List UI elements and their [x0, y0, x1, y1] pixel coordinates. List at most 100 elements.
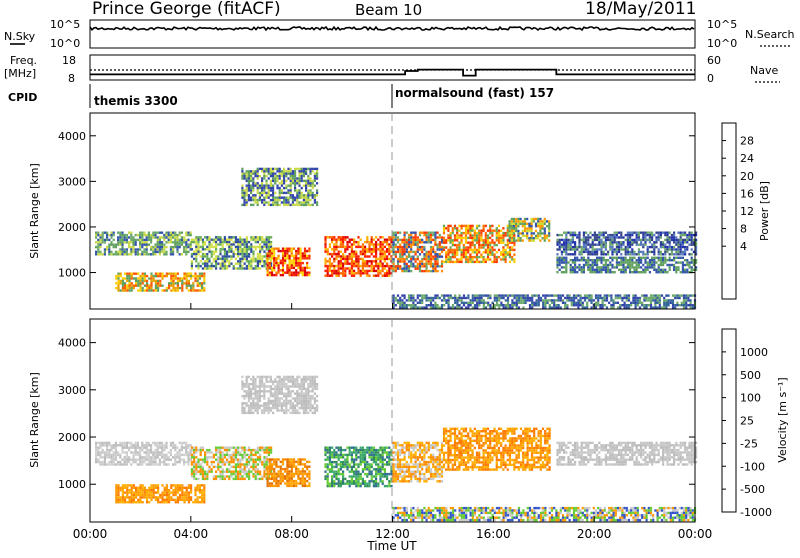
power-cell	[589, 232, 591, 234]
velocity-cell	[102, 456, 104, 458]
power-cell	[252, 189, 254, 191]
velocity-cell	[113, 456, 115, 458]
power-cell	[293, 274, 295, 276]
velocity-cell	[224, 456, 226, 458]
power-cell	[252, 197, 254, 199]
power-cell	[511, 249, 513, 251]
power-cell	[110, 244, 112, 246]
power-cell	[263, 251, 265, 253]
power-cell	[185, 244, 187, 246]
power-cell	[177, 287, 179, 289]
velocity-cell	[113, 459, 115, 461]
power-cell	[585, 251, 587, 253]
power-cell	[691, 236, 693, 238]
power-cell	[514, 304, 516, 306]
power-cell	[152, 251, 154, 253]
power-cell	[305, 199, 307, 201]
power-cell	[636, 232, 638, 234]
power-cell	[620, 234, 622, 236]
velocity-cell	[141, 442, 143, 444]
power-cell	[397, 263, 399, 265]
power-cell	[642, 234, 644, 236]
power-cell	[522, 306, 524, 308]
power-cell	[211, 243, 213, 245]
power-cell	[202, 255, 204, 257]
power-cell	[285, 180, 287, 182]
power-cell	[653, 246, 655, 248]
power-cell	[574, 257, 576, 259]
power-cell	[408, 268, 410, 270]
power-cell	[329, 253, 331, 255]
power-cell	[589, 253, 591, 255]
velocity-cell	[179, 461, 181, 463]
power-cell	[607, 253, 609, 255]
power-cell	[267, 264, 269, 266]
power-cell	[301, 194, 303, 196]
power-cell	[316, 204, 318, 206]
power-cell	[228, 241, 230, 243]
power-cell	[272, 168, 274, 170]
power-cell	[630, 302, 632, 304]
power-cell	[153, 275, 155, 277]
power-cell	[360, 253, 362, 255]
power-cell	[445, 254, 447, 256]
power-cell	[535, 225, 537, 227]
power-cell	[680, 234, 682, 236]
power-cell	[472, 237, 474, 239]
power-cell	[578, 246, 580, 248]
velocity-cell	[199, 489, 201, 491]
power-cell	[408, 253, 410, 255]
velocity-cell	[120, 489, 122, 491]
power-cell	[672, 304, 674, 306]
cpid-program-1: themis 3300	[94, 94, 178, 108]
velocity-cell	[106, 451, 108, 453]
power-cell	[155, 280, 157, 282]
velocity-cell	[155, 487, 157, 489]
power-cell	[609, 257, 611, 259]
power-cell	[261, 189, 263, 191]
power-cell	[596, 271, 598, 273]
power-cell	[312, 204, 314, 206]
velocity-cell	[250, 456, 252, 458]
power-cell	[190, 244, 192, 246]
power-cell	[632, 302, 634, 304]
power-cell	[563, 251, 565, 253]
power-cell	[206, 246, 208, 248]
power-cell	[296, 204, 298, 206]
power-cell	[176, 241, 178, 243]
power-cell	[463, 256, 465, 258]
velocity-cell	[102, 451, 104, 453]
power-cell	[155, 275, 157, 277]
power-cell	[338, 267, 340, 269]
power-cell	[544, 235, 546, 237]
velocity-cell	[248, 473, 250, 475]
power-cell	[441, 306, 443, 308]
power-cell	[517, 220, 519, 222]
power-cell	[252, 177, 254, 179]
power-cell	[664, 248, 666, 250]
velocity-cell	[146, 442, 148, 444]
power-cell	[575, 297, 577, 299]
power-cell	[570, 232, 572, 234]
power-cell	[613, 306, 615, 308]
power-cell	[511, 304, 513, 306]
velocity-cell	[146, 491, 148, 493]
power-cell	[188, 289, 190, 291]
power-cell	[144, 285, 146, 287]
power-cell	[298, 194, 300, 196]
power-cell	[157, 246, 159, 248]
power-cell	[483, 258, 485, 260]
power-cell	[511, 258, 513, 260]
velocity-cell	[239, 473, 241, 475]
power-cell	[622, 257, 624, 259]
power-cell	[141, 246, 143, 248]
power-cell	[572, 266, 574, 268]
power-cell	[664, 253, 666, 255]
power-cell	[647, 251, 649, 253]
power-cell	[241, 189, 243, 191]
power-cell	[616, 244, 618, 246]
power-cell	[560, 306, 562, 308]
power-cell	[663, 297, 665, 299]
date-label: 18/May/2011	[585, 0, 697, 19]
velocity-cell	[161, 494, 163, 496]
